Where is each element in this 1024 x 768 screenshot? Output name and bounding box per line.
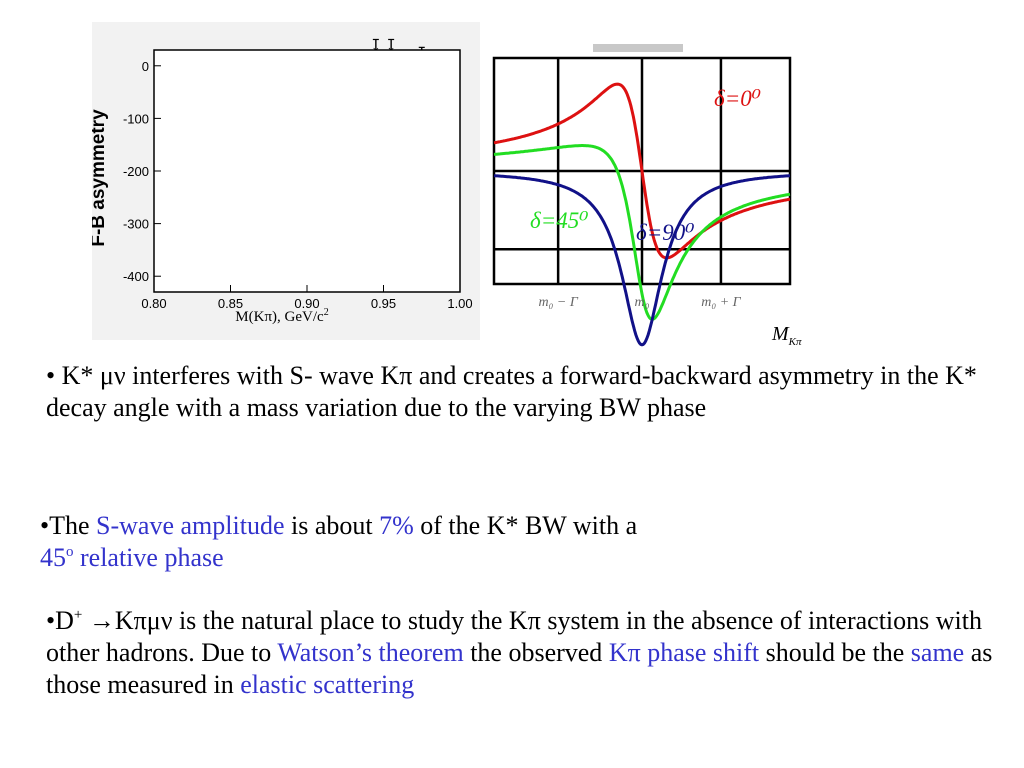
chart2-curve-delta-45 [493, 144, 791, 321]
charge-superscript: + [73, 607, 83, 623]
chart1-y-tick-label: 0 [142, 59, 149, 74]
greek-pi: π [399, 361, 413, 390]
fb-asymmetry-chart: ××××××××××××××××××××A=00.36 exp(iπ/4) 0.… [92, 22, 480, 340]
chart1-x-tick-label: 0.95 [371, 296, 396, 311]
text-span: K* [55, 361, 100, 390]
paragraph-interference: • K* μν interferes with S- wave Kπ and c… [46, 360, 1006, 424]
chart1-y-tick-label: -100 [123, 111, 149, 126]
text-span: and creates a forward-backward asymmetry… [46, 361, 977, 422]
highlight-relative-phase: relative phase [73, 543, 224, 572]
chart2-x-axis-label: MKπ [771, 323, 802, 348]
text-span: the observed [463, 638, 609, 667]
bullet: • [46, 361, 56, 390]
chart1-axes: 0.80 0.85 0.90 0.95 1.00 0 -100 -200 -300 -400 [123, 49, 473, 311]
text-span: →Kπμν is the natural place to study the … [46, 606, 982, 667]
chart1-y-axis-label: F-B asymmetry [92, 109, 109, 247]
chart2-plot-area [492, 56, 792, 347]
chart2-labels: δ=0⁰ δ=45⁰ δ=90⁰ m₀ − Γ m₀ m₀ + Γ [530, 86, 761, 310]
text-span: interferes with S- wave K [125, 361, 400, 390]
text-span: of the K* BW with a [413, 511, 638, 540]
chart1-x-axis-label: M(Kπ), GeV/c2 [235, 307, 328, 325]
chart2-series-label: δ=45⁰ [530, 208, 588, 233]
highlight-watson-theorem: Watson’s theorem [277, 638, 464, 667]
greek-mu-nu: μν [99, 361, 126, 390]
highlight-phase-value: 45 [40, 543, 66, 572]
text-span: should be the [759, 638, 911, 667]
highlight-phase-shift: Kπ phase shift [608, 638, 760, 667]
bw-phase-interference-chart: δ=0⁰ δ=45⁰ δ=90⁰ m₀ − Γ m₀ m₀ + Γ MKπ [492, 44, 802, 348]
chart2-curve-delta-0 [493, 82, 791, 260]
text-span: is about [284, 511, 380, 540]
paragraph-watson-theorem: •D+ →Kπμν is the natural place to study … [46, 605, 1024, 701]
chart2-x-tick-label: m₀ [635, 295, 650, 310]
chart1-x-tick-label: 0.80 [141, 296, 166, 311]
chart1-x-tick-label: 0.90 [294, 296, 319, 311]
chart1-frame [153, 49, 461, 293]
text-span: •The [40, 511, 97, 540]
text-span: as those measured in [46, 638, 993, 699]
highlight-same: same [910, 638, 965, 667]
chart1-x-tick-label: 1.00 [447, 296, 472, 311]
chart1-y-tick-label: -400 [123, 269, 149, 284]
chart2-x-tick-label: m₀ − Γ [538, 295, 578, 310]
highlight-elastic-scattering: elastic scattering [240, 670, 415, 699]
degree-superscript: o [66, 544, 74, 560]
highlight-percentage: 7% [379, 511, 414, 540]
chart2-curve-delta-90 [493, 174, 791, 347]
highlight-s-wave-amplitude: S-wave amplitude [96, 511, 285, 540]
chart2-series-label: δ=90⁰ [636, 220, 694, 245]
text-span: •D [46, 606, 74, 635]
chart2-series-label: δ=0⁰ [714, 86, 761, 111]
chart1-y-tick-label: -200 [123, 164, 149, 179]
paragraph-s-wave: •The S-wave amplitude is about 7% of the… [40, 510, 1000, 574]
chart2-x-tick-label: m₀ + Γ [701, 295, 741, 310]
chart1-y-tick-label: -300 [123, 217, 149, 232]
chart2-top-tab [593, 44, 683, 52]
chart1-x-tick-label: 0.85 [218, 296, 243, 311]
